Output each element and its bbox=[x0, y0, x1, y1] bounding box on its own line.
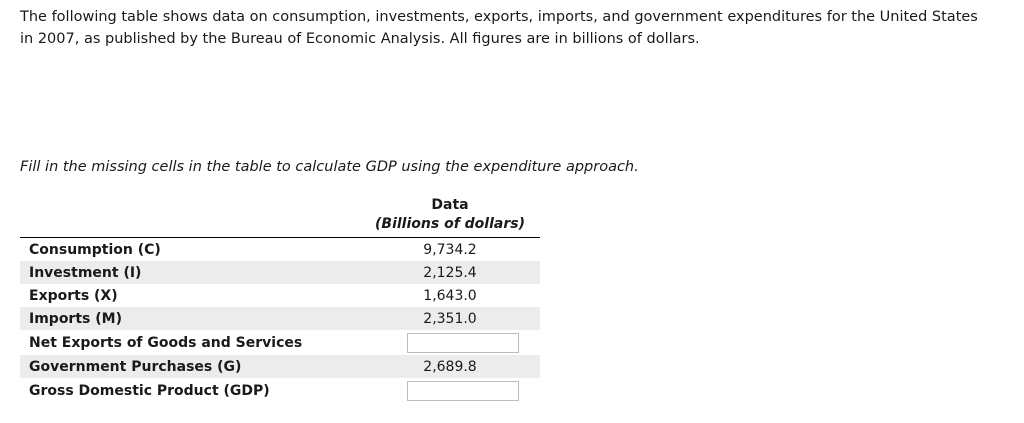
row-label: Government Purchases (G) bbox=[29, 358, 242, 375]
row-consumption: Consumption (C) 9,734.2 bbox=[20, 238, 540, 261]
row-net-exports: Net Exports of Goods and Services bbox=[20, 330, 540, 355]
intro-text: The following table shows data on consum… bbox=[20, 9, 978, 47]
row-gdp: Gross Domestic Product (GDP) bbox=[20, 378, 540, 403]
column-header: Data bbox=[431, 197, 469, 213]
row-label: Net Exports of Goods and Services bbox=[29, 334, 303, 351]
column-units: (Billions of dollars) bbox=[375, 216, 525, 232]
row-label: Exports (X) bbox=[29, 287, 118, 304]
row-value: 9,734.2 bbox=[423, 241, 477, 258]
row-value: 2,351.0 bbox=[423, 310, 477, 327]
row-investment: Investment (I) 2,125.4 bbox=[20, 261, 540, 284]
row-exports: Exports (X) 1,643.0 bbox=[20, 284, 540, 307]
row-value: 1,643.0 bbox=[423, 287, 477, 304]
net-exports-input[interactable] bbox=[406, 332, 519, 353]
row-label: Investment (I) bbox=[29, 264, 142, 281]
instruction-text: Fill in the missing cells in the table t… bbox=[20, 159, 639, 175]
row-value: 2,689.8 bbox=[423, 358, 477, 375]
row-value: 2,125.4 bbox=[423, 264, 477, 281]
gdp-table: Data (Billions of dollars) Consumption (… bbox=[20, 195, 540, 403]
table-header: Data (Billions of dollars) bbox=[20, 195, 540, 237]
row-government-purchases: Government Purchases (G) 2,689.8 bbox=[20, 355, 540, 378]
header-rule bbox=[20, 237, 540, 238]
row-label: Imports (M) bbox=[29, 310, 122, 327]
gdp-input[interactable] bbox=[406, 380, 519, 401]
row-label: Consumption (C) bbox=[29, 241, 161, 258]
row-imports: Imports (M) 2,351.0 bbox=[20, 307, 540, 330]
row-label: Gross Domestic Product (GDP) bbox=[29, 382, 270, 399]
